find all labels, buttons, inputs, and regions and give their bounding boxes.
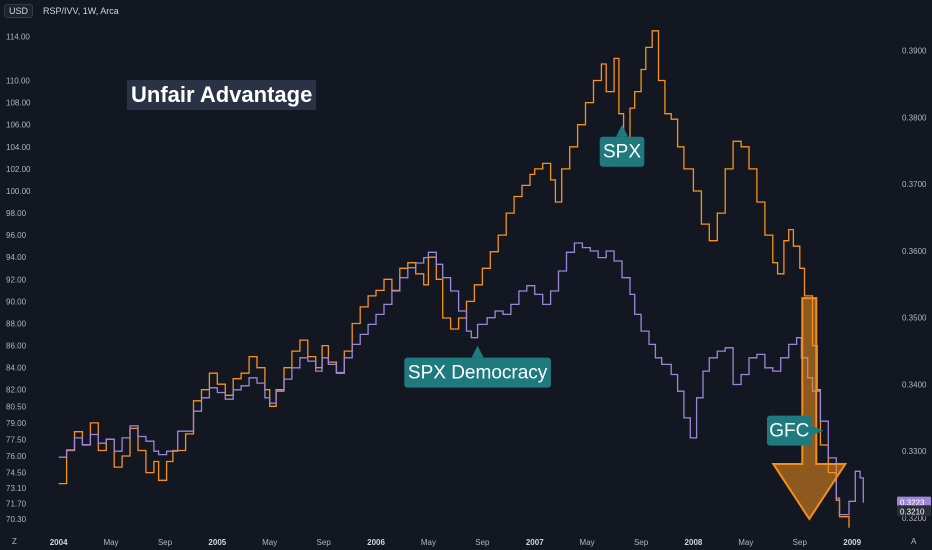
left-axis-tick: 98.00 xyxy=(6,209,27,218)
x-axis-tick: Sep xyxy=(793,538,808,547)
x-axis-tick: 2006 xyxy=(367,538,385,547)
left-axis-tick: 82.00 xyxy=(6,386,27,395)
annotation-label: SPX Democracy xyxy=(408,363,548,384)
left-axis-tick: 110.00 xyxy=(6,77,30,86)
x-axis-tick: Sep xyxy=(634,538,649,547)
annotation-badge xyxy=(766,415,812,446)
annotation-pointer xyxy=(471,345,484,358)
annotation-pointer xyxy=(811,425,824,436)
left-axis-tick: 90.00 xyxy=(6,297,27,306)
left-axis-tick: 92.00 xyxy=(6,275,27,284)
x-axis-tick: Sep xyxy=(317,538,332,547)
annotation-badge xyxy=(404,357,551,388)
annotation-label: GFC xyxy=(769,421,809,442)
x-axis-tick: 2004 xyxy=(50,538,68,547)
left-axis-tick: 74.50 xyxy=(6,469,27,478)
left-axis-tick: 79.00 xyxy=(6,419,27,428)
x-axis-tick: 2007 xyxy=(526,538,544,547)
left-axis-tick: 106.00 xyxy=(6,121,31,130)
left-axis-tick: 104.00 xyxy=(6,143,31,152)
last-value-badge xyxy=(897,505,931,517)
right-axis-tick: 0.3800 xyxy=(902,113,927,122)
right-axis-tick: 0.3500 xyxy=(902,314,927,323)
chart-title: Unfair Advantage xyxy=(127,80,317,110)
x-axis-tick: May xyxy=(262,538,277,547)
left-axis-tick: 102.00 xyxy=(6,165,31,174)
last-value-badge xyxy=(897,496,931,508)
annotation-pointer xyxy=(616,124,629,137)
timezone-button[interactable]: Z xyxy=(12,537,17,546)
auto-scale-button[interactable]: A xyxy=(911,537,917,546)
democracy-series-line xyxy=(58,242,864,516)
x-axis-tick: 2008 xyxy=(685,538,703,547)
right-axis-tick: 0.3400 xyxy=(902,380,927,389)
last-value-label: 0.3223 xyxy=(900,499,925,508)
x-axis-tick: Sep xyxy=(158,538,173,547)
x-axis-tick: Sep xyxy=(475,538,490,547)
right-axis-tick: 0.3900 xyxy=(902,47,927,56)
left-axis-tick: 70.30 xyxy=(6,515,27,524)
left-axis-tick: 76.00 xyxy=(6,452,27,461)
symbol-label: RSP/IVV, 1W, Arca xyxy=(43,6,119,16)
x-axis-tick: 2009 xyxy=(843,538,861,547)
left-axis-tick: 94.00 xyxy=(6,253,27,262)
left-axis-tick: 80.50 xyxy=(6,402,27,411)
last-value-label: 0.3210 xyxy=(900,507,925,516)
annotation-badge xyxy=(599,136,645,167)
right-axis-tick: 0.3300 xyxy=(902,447,927,456)
left-axis-tick: 71.70 xyxy=(6,499,27,508)
spx-series-line xyxy=(58,30,850,528)
left-axis-tick: 100.00 xyxy=(6,187,31,196)
right-axis-tick: 0.3700 xyxy=(902,180,927,189)
x-axis-tick: May xyxy=(580,538,595,547)
gfc-down-arrow xyxy=(771,297,848,521)
left-axis-tick: 96.00 xyxy=(6,231,27,240)
currency-badge[interactable]: USD xyxy=(4,4,34,18)
x-axis-tick: May xyxy=(421,538,436,547)
chart-header: USD RSP/IVV, 1W, Arca xyxy=(4,4,119,18)
left-axis-tick: 84.00 xyxy=(6,364,27,373)
left-axis-tick: 77.50 xyxy=(6,435,27,444)
x-axis-tick: 2005 xyxy=(208,538,226,547)
left-axis-tick: 108.00 xyxy=(6,99,31,108)
left-axis-tick: 86.00 xyxy=(6,342,27,351)
right-axis-tick: 0.3200 xyxy=(902,514,927,523)
left-axis-tick: 88.00 xyxy=(6,319,27,328)
right-axis-tick: 0.3600 xyxy=(902,247,927,256)
annotation-label: SPX xyxy=(603,142,641,163)
x-axis-tick: May xyxy=(103,538,118,547)
x-axis-tick: May xyxy=(738,538,753,547)
left-axis-tick: 114.00 xyxy=(6,32,30,41)
left-axis-tick: 73.10 xyxy=(6,484,27,493)
